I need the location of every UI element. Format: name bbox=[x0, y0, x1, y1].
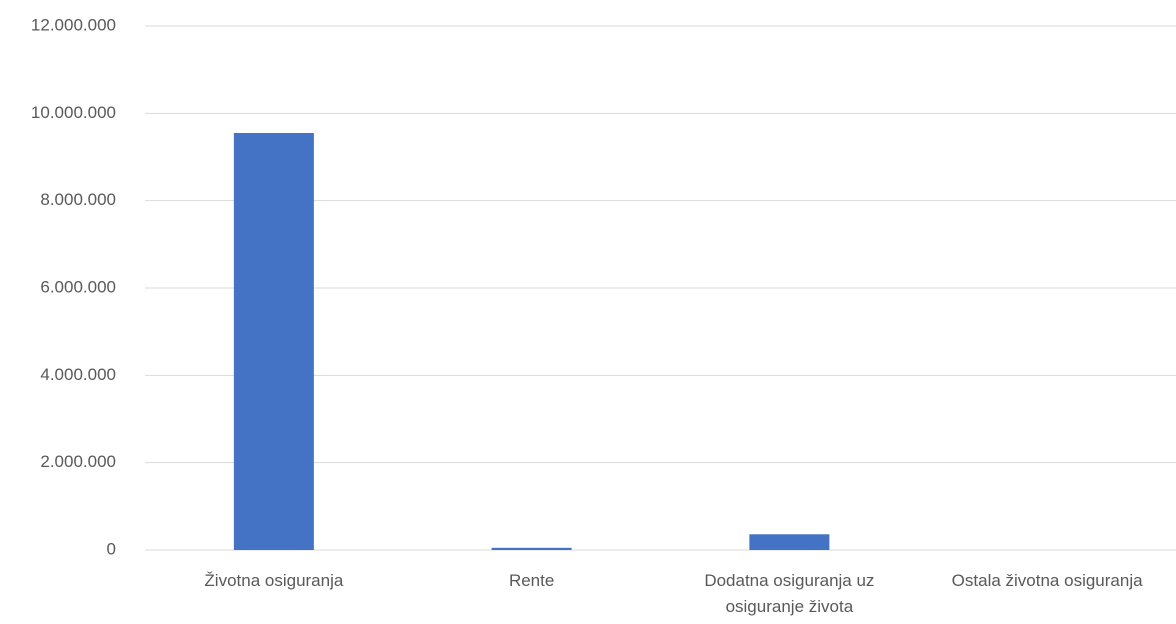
y-tick-label: 4.000.000 bbox=[40, 365, 116, 384]
x-tick-label: Dodatna osiguranja uz osiguranje života bbox=[704, 571, 875, 616]
x-tick-label: Životna osiguranja bbox=[204, 571, 344, 590]
y-tick-label: 12.000.000 bbox=[31, 15, 116, 34]
x-tick-label: Rente bbox=[508, 571, 555, 590]
y-tick-label: 6.000.000 bbox=[40, 277, 116, 296]
bar bbox=[233, 132, 314, 550]
y-tick-label: 10.000.000 bbox=[31, 103, 116, 122]
bar bbox=[491, 547, 572, 550]
y-tick-label: 0 bbox=[107, 539, 116, 558]
y-tick-label: 8.000.000 bbox=[40, 190, 116, 209]
y-tick-label: 2.000.000 bbox=[40, 452, 116, 471]
bar bbox=[749, 534, 830, 550]
x-tick-label: Ostala životna osiguranja bbox=[951, 571, 1143, 590]
